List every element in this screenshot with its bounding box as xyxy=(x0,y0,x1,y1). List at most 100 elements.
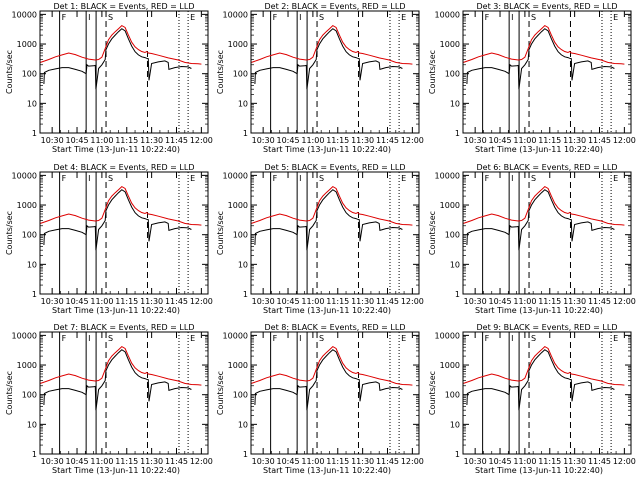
x-tick-label: 10:30 xyxy=(252,136,275,145)
series-events-line xyxy=(43,28,192,90)
y-tick-label: 10000 xyxy=(223,331,248,340)
interval-marker-label: F xyxy=(273,174,278,183)
interval-marker-label: E xyxy=(401,174,406,183)
x-tick-label: 10:30 xyxy=(252,297,275,306)
x-tick-label: 11:15 xyxy=(115,297,138,306)
y-tick-label: 1000 xyxy=(440,40,460,49)
interval-marker-label: I xyxy=(88,13,90,22)
series-lld-line xyxy=(251,185,413,226)
x-axis-label: Start Time (13-Jun-11 10:22:40) xyxy=(52,306,180,315)
panel-title: Det 9: BLACK = Events, RED = LLD xyxy=(477,323,618,332)
y-tick-label: 1000 xyxy=(440,201,460,210)
y-tick-label: 10000 xyxy=(223,10,248,19)
x-tick-label: 11:45 xyxy=(376,457,399,466)
x-axis-label: Start Time (13-Jun-11 10:22:40) xyxy=(52,466,180,475)
x-tick-label: 11:15 xyxy=(115,457,138,466)
x-tick-label: 12:00 xyxy=(401,297,424,306)
interval-marker-label: F xyxy=(273,334,278,343)
panel-det-3: Det 3: BLACK = Events, RED = LLD 1 10 100 10… xyxy=(428,2,636,154)
x-tick-label: 12:00 xyxy=(190,457,213,466)
x-tick-label: 11:15 xyxy=(538,136,561,145)
y-axis-label: Counts/sec xyxy=(428,50,437,94)
plot-frame xyxy=(250,331,420,455)
series-lld-line xyxy=(463,185,625,226)
interval-marker-label: I xyxy=(299,13,301,22)
x-tick-label: 11:45 xyxy=(165,136,188,145)
y-axis-label: Counts/sec xyxy=(5,211,14,255)
panel-det-5: Det 5: BLACK = Events, RED = LLD 1 10 100 10… xyxy=(216,163,424,315)
interval-marker-label: F xyxy=(485,13,490,22)
panel-det-4: Det 4: BLACK = Events, RED = LLD 1 10 100 10… xyxy=(5,163,213,315)
x-tick-label: 12:00 xyxy=(401,457,424,466)
series-events-line xyxy=(466,28,615,90)
x-tick-label: 11:15 xyxy=(326,457,349,466)
x-tick-label: 11:00 xyxy=(301,136,324,145)
x-axis-label: Start Time (13-Jun-11 10:22:40) xyxy=(263,466,391,475)
y-tick-label: 1 xyxy=(455,129,460,138)
y-tick-label: 1 xyxy=(243,290,248,299)
x-tick-label: 12:00 xyxy=(401,136,424,145)
interval-marker-label: F xyxy=(485,174,490,183)
y-axis-label: Counts/sec xyxy=(428,211,437,255)
x-tick-label: 10:30 xyxy=(464,457,487,466)
y-tick-label: 1000 xyxy=(228,201,248,210)
y-axis-label: Counts/sec xyxy=(216,50,225,94)
x-tick-label: 10:45 xyxy=(65,297,88,306)
x-tick-label: 10:45 xyxy=(65,136,88,145)
interval-marker-label: E xyxy=(613,13,618,22)
x-tick-label: 11:00 xyxy=(90,297,113,306)
x-tick-label: 11:30 xyxy=(140,297,163,306)
y-axis-label: Counts/sec xyxy=(216,211,225,255)
x-tick-label: 11:30 xyxy=(140,136,163,145)
y-tick-label: 10000 xyxy=(435,331,460,340)
interval-marker-label: I xyxy=(299,174,301,183)
interval-marker-label: I xyxy=(88,334,90,343)
x-tick-label: 11:00 xyxy=(90,457,113,466)
x-tick-label: 11:45 xyxy=(376,136,399,145)
series-lld-line xyxy=(40,345,202,386)
x-tick-label: 11:30 xyxy=(563,136,586,145)
y-tick-label: 10 xyxy=(450,99,460,108)
interval-marker-label: I xyxy=(299,334,301,343)
y-tick-label: 100 xyxy=(22,70,37,79)
x-tick-label: 12:00 xyxy=(613,457,636,466)
x-tick-label: 10:30 xyxy=(41,457,64,466)
y-tick-label: 1000 xyxy=(17,201,37,210)
panel-title: Det 8: BLACK = Events, RED = LLD xyxy=(265,323,406,332)
x-tick-label: 10:45 xyxy=(276,297,299,306)
panel-title: Det 5: BLACK = Events, RED = LLD xyxy=(265,163,406,172)
panel-det-8: Det 8: BLACK = Events, RED = LLD 1 10 100 10… xyxy=(216,323,424,475)
series-lld-line xyxy=(251,345,413,386)
x-tick-label: 11:15 xyxy=(538,457,561,466)
y-tick-label: 10 xyxy=(27,420,37,429)
y-tick-label: 1 xyxy=(455,450,460,459)
interval-marker-label: F xyxy=(485,334,490,343)
plot-frame xyxy=(39,331,209,455)
interval-marker-label: S xyxy=(319,334,324,343)
interval-marker-label: E xyxy=(190,334,195,343)
series-events-line xyxy=(466,349,615,411)
x-tick-label: 11:15 xyxy=(115,136,138,145)
x-axis-label: Start Time (13-Jun-11 10:22:40) xyxy=(475,466,603,475)
y-tick-label: 10 xyxy=(27,260,37,269)
interval-marker-label: I xyxy=(511,334,513,343)
y-tick-label: 10000 xyxy=(435,171,460,180)
y-tick-label: 10000 xyxy=(12,171,37,180)
panel-title: Det 2: BLACK = Events, RED = LLD xyxy=(265,2,406,11)
x-tick-label: 11:45 xyxy=(588,297,611,306)
plot-frame xyxy=(39,10,209,134)
panel-title: Det 4: BLACK = Events, RED = LLD xyxy=(54,163,195,172)
y-tick-label: 1 xyxy=(32,450,37,459)
interval-marker-label: E xyxy=(401,13,406,22)
y-tick-label: 10 xyxy=(450,420,460,429)
x-tick-label: 10:45 xyxy=(276,136,299,145)
x-tick-label: 11:00 xyxy=(301,297,324,306)
y-tick-label: 10000 xyxy=(435,10,460,19)
panel-det-6: Det 6: BLACK = Events, RED = LLD 1 10 100 10… xyxy=(428,163,636,315)
series-events-line xyxy=(43,189,192,251)
y-axis-label: Counts/sec xyxy=(428,371,437,415)
interval-marker-label: E xyxy=(613,334,618,343)
x-tick-label: 10:45 xyxy=(488,136,511,145)
interval-marker-label: E xyxy=(190,13,195,22)
series-lld-line xyxy=(40,24,202,65)
